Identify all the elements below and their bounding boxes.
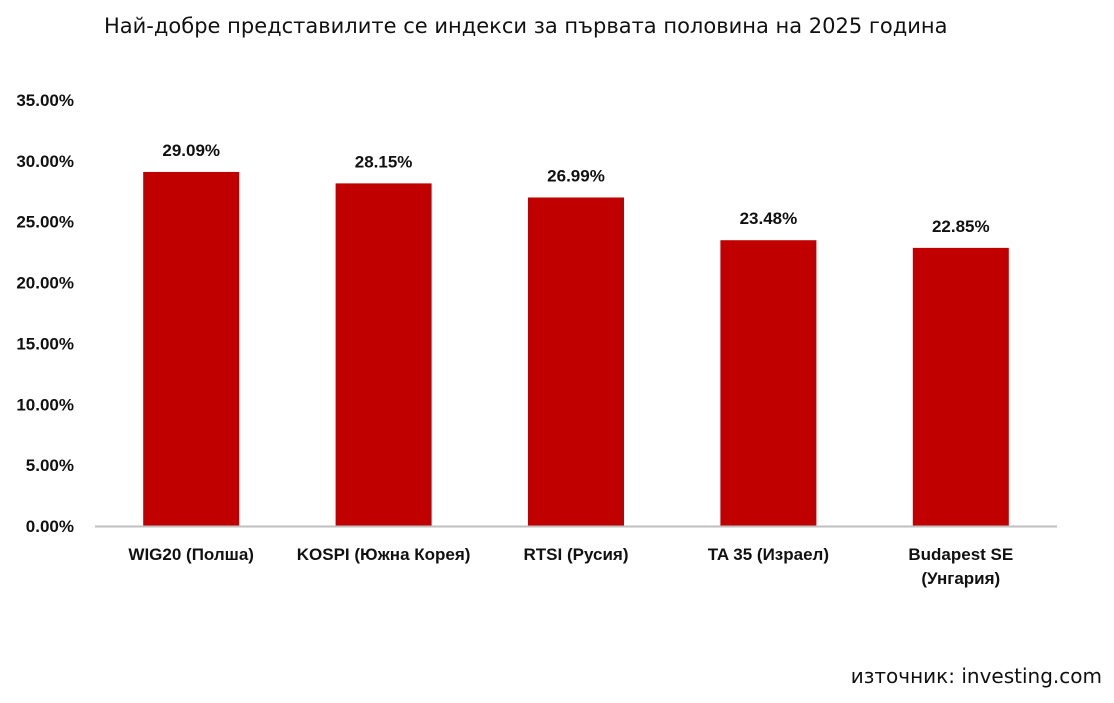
data-label: 28.15% — [355, 152, 413, 171]
data-label: 29.09% — [162, 141, 220, 160]
x-tick-label: Budapest SE — [908, 545, 1013, 564]
bar — [528, 197, 624, 526]
y-tick-label: 30.00% — [16, 152, 74, 171]
x-tick-label: KOSPI (Южна Корея) — [297, 545, 471, 564]
bar — [143, 171, 240, 526]
data-label: 22.85% — [932, 217, 990, 236]
data-label: 26.99% — [547, 166, 605, 185]
bar-chart: 0.00% 5.00% 10.00% 15.00% 20.00% 25.00% 30.00%… — [16, 91, 1057, 588]
y-tick-label: 20.00% — [16, 274, 74, 293]
y-tick-label: 0.00% — [26, 517, 74, 536]
source-note: източник: investing.com — [850, 664, 1102, 688]
bar — [912, 247, 1009, 526]
bar — [720, 240, 817, 527]
x-tick-label: (Унгария) — [921, 569, 1000, 588]
y-tick-label: 15.00% — [16, 334, 74, 353]
y-tick-label: 10.00% — [16, 395, 74, 414]
chart-title: Най-добре представилите се индекси за пъ… — [104, 14, 948, 38]
x-tick-label: RTSI (Русия) — [524, 545, 629, 564]
y-tick-label: 5.00% — [26, 456, 74, 475]
bar — [335, 183, 432, 527]
y-tick-label: 35.00% — [16, 91, 74, 110]
x-tick-label: TA 35 (Израел) — [708, 545, 829, 564]
y-tick-label: 25.00% — [16, 213, 74, 232]
x-tick-label: WIG20 (Полша) — [128, 545, 254, 564]
data-label: 23.48% — [740, 209, 798, 228]
